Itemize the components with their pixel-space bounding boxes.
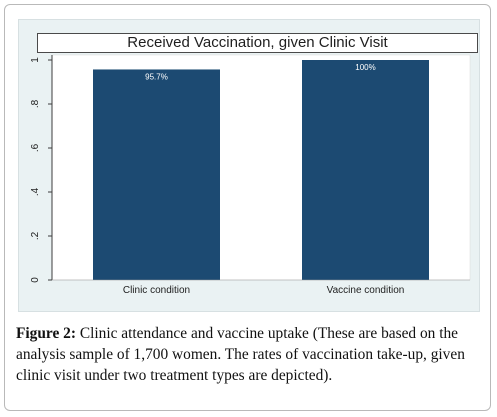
caption-text: Clinic attendance and vaccine uptake (Th…: [16, 325, 465, 384]
data-label-1: 100%: [355, 63, 375, 72]
bar-1: [302, 60, 429, 280]
x-tick-label-0: Clinic condition: [123, 285, 190, 296]
y-tick-label-1: .2: [30, 231, 41, 240]
x-tick-label-1: Vaccine condition: [327, 285, 405, 296]
y-tick-label-4: .8: [30, 99, 41, 108]
figure-caption: Figure 2: Clinic attendance and vaccine …: [16, 323, 482, 386]
data-label-0: 95.7%: [145, 72, 168, 81]
chart-title: Received Vaccination, given Clinic Visit: [37, 33, 478, 53]
y-tick-label-0: 0: [30, 277, 41, 283]
y-tick-label-3: .6: [30, 143, 41, 152]
caption-label: Figure 2:: [16, 325, 76, 342]
bar-0: [93, 69, 220, 281]
y-tick-label-2: .4: [30, 187, 41, 196]
y-tick-label-5: 1: [30, 57, 41, 63]
